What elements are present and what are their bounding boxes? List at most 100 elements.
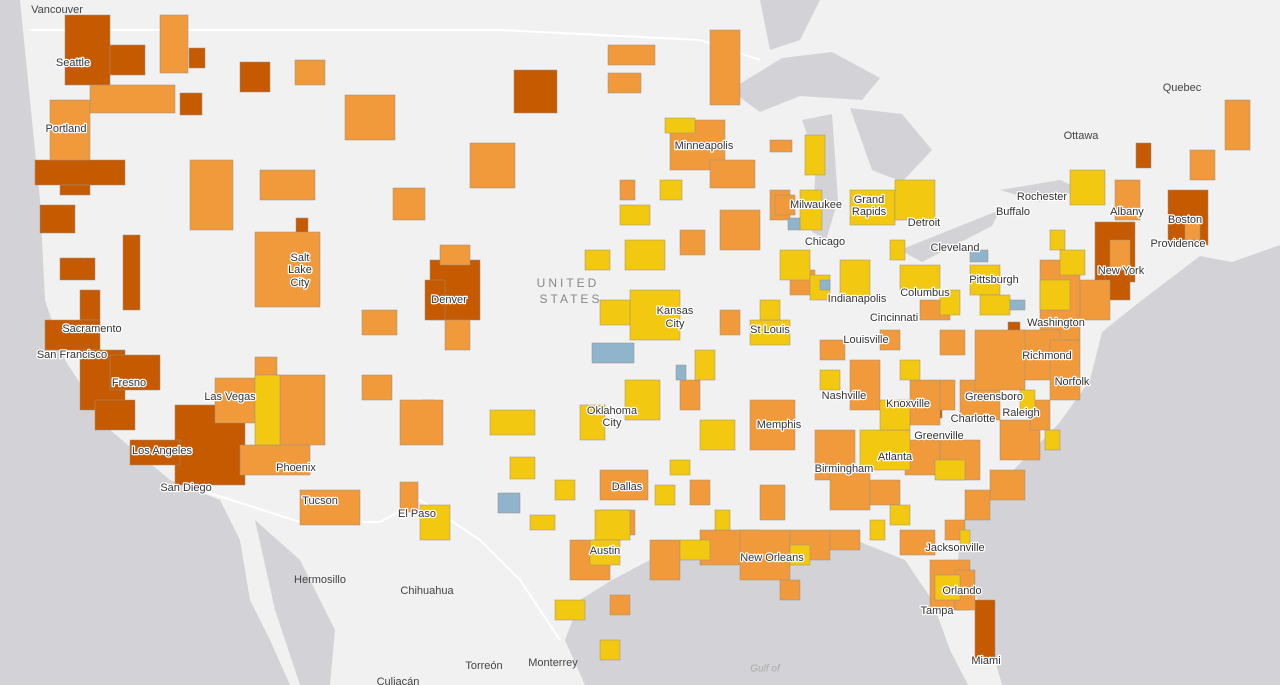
metro-area bbox=[664, 117, 696, 134]
metro-area bbox=[849, 189, 896, 226]
metro-area bbox=[294, 59, 326, 86]
place-label: Nashville bbox=[822, 390, 867, 402]
metro-area bbox=[1189, 149, 1216, 181]
metro-area bbox=[589, 539, 621, 566]
metro-area bbox=[254, 374, 281, 446]
metro-area bbox=[749, 319, 791, 346]
place-label: City bbox=[603, 417, 622, 429]
metro-area bbox=[669, 459, 691, 476]
metro-area bbox=[869, 479, 901, 506]
metro-area bbox=[819, 339, 846, 361]
place-label: Sacramento bbox=[62, 323, 121, 335]
metro-area bbox=[689, 479, 711, 506]
place-label: Seattle bbox=[56, 57, 90, 69]
metro-area bbox=[739, 529, 791, 581]
metro-area bbox=[439, 244, 471, 266]
place-label: Pittsburgh bbox=[969, 274, 1019, 286]
place-label: Chicago bbox=[805, 236, 845, 248]
place-label: Grand bbox=[854, 194, 885, 206]
metro-area bbox=[419, 504, 451, 541]
place-label: Phoenix bbox=[276, 462, 316, 474]
metro-area bbox=[779, 249, 811, 281]
place-label: Miami bbox=[971, 655, 1000, 667]
place-label: Detroit bbox=[908, 217, 940, 229]
place-label: Lake bbox=[288, 264, 312, 276]
metro-area bbox=[959, 529, 971, 551]
metro-area bbox=[1044, 429, 1061, 451]
metro-area bbox=[599, 299, 631, 326]
place-label: Richmond bbox=[1022, 350, 1072, 362]
metro-area bbox=[469, 142, 516, 189]
lake-huron bbox=[850, 108, 932, 182]
metro-area bbox=[879, 399, 911, 431]
metro-area bbox=[939, 329, 966, 356]
metro-area bbox=[59, 257, 96, 281]
metro-area bbox=[259, 169, 316, 201]
metro-area bbox=[904, 439, 941, 476]
metro-area bbox=[969, 249, 989, 263]
metro-area bbox=[969, 264, 1001, 296]
metro-area bbox=[609, 594, 631, 616]
metro-area bbox=[554, 599, 586, 621]
place-label: Portland bbox=[46, 123, 87, 135]
place-label: Cincinnati bbox=[870, 312, 918, 324]
place-label: Columbus bbox=[900, 287, 950, 299]
metro-area bbox=[44, 319, 101, 351]
metro-area bbox=[1109, 239, 1131, 271]
metro-area bbox=[79, 289, 101, 321]
metro-area bbox=[554, 479, 576, 501]
lake-ontario bbox=[1000, 180, 1082, 202]
place-label: Austin bbox=[590, 545, 621, 557]
metro-area bbox=[774, 194, 796, 216]
place-label: Memphis bbox=[757, 419, 802, 431]
metro-area bbox=[39, 204, 76, 234]
metro-area bbox=[879, 329, 901, 351]
place-label: Vancouver bbox=[31, 4, 83, 16]
place-label: El Paso bbox=[398, 508, 436, 520]
metro-area bbox=[719, 209, 761, 251]
place-label: Cleveland bbox=[931, 242, 980, 254]
place-label: Buffalo bbox=[996, 206, 1030, 218]
place-label: Hermosillo bbox=[294, 574, 346, 586]
metro-area bbox=[679, 229, 706, 256]
metro-area bbox=[392, 187, 426, 221]
metro-area bbox=[254, 231, 321, 308]
metro-area bbox=[719, 309, 741, 336]
metro-area bbox=[59, 184, 91, 196]
metro-area bbox=[699, 419, 736, 451]
metro-area bbox=[624, 239, 666, 271]
place-label: Washington bbox=[1027, 317, 1085, 329]
metro-area bbox=[849, 359, 881, 411]
metro-area bbox=[1114, 179, 1141, 221]
metro-area bbox=[179, 92, 203, 116]
place-label: Salt bbox=[291, 252, 310, 264]
metro-area bbox=[94, 399, 136, 431]
hudson-bay-edge bbox=[760, 0, 820, 50]
metro-area bbox=[624, 379, 661, 421]
metro-area bbox=[859, 429, 911, 471]
metro-area bbox=[829, 529, 861, 551]
metro-area bbox=[979, 294, 1011, 316]
metro-area bbox=[939, 379, 956, 411]
place-label: Louisville bbox=[843, 334, 888, 346]
place-label: City bbox=[666, 318, 685, 330]
metro-area bbox=[1135, 142, 1152, 169]
place-label: San Diego bbox=[160, 482, 211, 494]
metro-area bbox=[1069, 169, 1106, 206]
metro-area bbox=[529, 514, 556, 531]
metro-area bbox=[361, 374, 393, 401]
place-label: Los Angeles bbox=[132, 445, 192, 457]
place-label: Greensboro bbox=[965, 391, 1023, 403]
place-label: Ottawa bbox=[1064, 130, 1100, 142]
metro-area bbox=[239, 61, 271, 93]
metro-area bbox=[513, 69, 558, 114]
metro-area bbox=[759, 299, 781, 321]
place-label: New York bbox=[1098, 265, 1145, 277]
metro-area bbox=[599, 469, 649, 501]
place-label: Boston bbox=[1168, 214, 1202, 226]
metro-area bbox=[709, 159, 756, 189]
metro-area bbox=[361, 309, 398, 336]
metro-area bbox=[899, 529, 936, 556]
